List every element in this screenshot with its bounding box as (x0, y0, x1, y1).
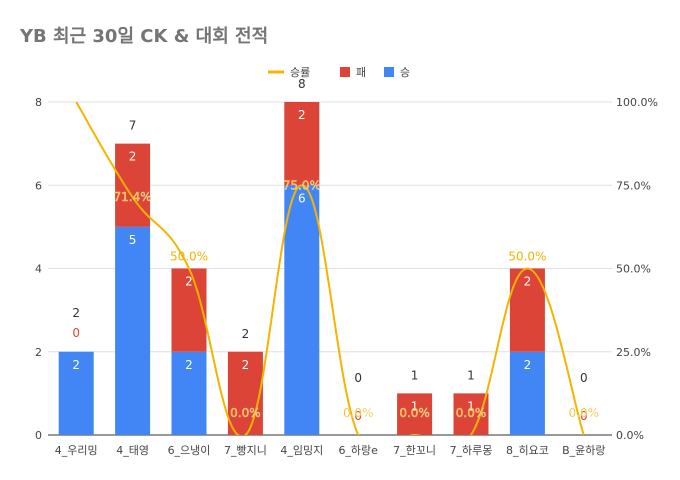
bar-total-label: 1 (411, 368, 419, 382)
y-right-tick-label: 75.0% (616, 179, 651, 192)
bar-win-label: 2 (185, 358, 193, 372)
bar-win (115, 226, 151, 435)
bar-loss-label: 2 (524, 275, 532, 289)
x-tick-label: 8_히요코 (506, 443, 549, 457)
bar-win-label: 2 (524, 358, 532, 372)
chart-title: YB 최근 30일 CK & 대회 전적 (20, 26, 269, 47)
legend-swatch-box (340, 67, 350, 77)
y-left-tick-label: 0 (35, 429, 42, 442)
bar-win (284, 185, 320, 435)
y-right-tick-label: 50.0% (616, 263, 651, 276)
bar-loss-label: 0 (72, 326, 80, 340)
legend-label: 승률 (290, 66, 310, 79)
win-rate-label: 0.0% (456, 406, 487, 420)
bar-loss (284, 102, 320, 186)
bar-total-label: 2 (242, 327, 250, 341)
y-right-tick-label: 0.0% (616, 429, 644, 442)
bar-win-label: 2 (72, 358, 80, 372)
bar-loss (397, 393, 433, 435)
bar-total-label: 0 (354, 371, 362, 385)
x-tick-label: 6_하랑e (338, 443, 378, 457)
win-rate-label: 71.4% (114, 190, 152, 204)
bar-loss-label: 0 (354, 409, 362, 423)
bar-loss-label: 1 (467, 399, 475, 413)
bar-loss-label: 2 (298, 108, 306, 122)
bar-loss (453, 393, 489, 435)
win-rate-label: 0.0% (399, 406, 430, 420)
bar-loss (227, 351, 263, 435)
bar-win (171, 351, 207, 435)
win-rate-label: 50.0% (508, 250, 546, 264)
bar-win-label: 6 (298, 191, 306, 205)
bar-loss-label: 0 (580, 409, 588, 423)
bar-loss-label: 1 (411, 399, 419, 413)
x-tick-label: 7_한꼬니 (393, 444, 436, 457)
bar-total-label: 8 (298, 77, 306, 91)
bar-loss-label: 2 (129, 150, 137, 164)
y-left-tick-label: 8 (35, 96, 42, 109)
win-rate-label: 0.0% (230, 406, 261, 420)
x-tick-label: B_윤하랑 (562, 443, 605, 457)
y-right-tick-label: 100.0% (616, 96, 658, 109)
y-left-tick-label: 2 (35, 346, 42, 359)
win-rate-line (75, 102, 585, 435)
x-tick-label: 6_으냉이 (168, 444, 211, 457)
y-right-tick-label: 25.0% (616, 346, 651, 359)
bar-loss-label: 2 (185, 275, 193, 289)
bar-win (58, 351, 94, 435)
x-tick-label: 4_임밍지 (280, 444, 323, 457)
x-tick-label: 7_빵지니 (224, 444, 267, 457)
x-tick-label: 4_태영 (116, 444, 149, 457)
win-rate-label: 0.0% (569, 406, 600, 420)
win-rate-label: 0.0% (343, 406, 374, 420)
bar-loss (171, 268, 207, 352)
bar-total-label: 7 (129, 119, 137, 133)
bar-win (509, 351, 545, 435)
x-tick-label: 4_우리밍 (55, 444, 98, 457)
win-rate-label: 50.0% (170, 250, 208, 264)
x-tick-label: 7_하루몽 (450, 443, 493, 457)
bar-win-label: 5 (129, 233, 137, 247)
bar-total-label: 2 (72, 306, 80, 320)
bar-total-label: 0 (580, 371, 588, 385)
bar-total-label: 1 (467, 368, 475, 382)
legend-swatch-box (384, 67, 394, 77)
legend-label: 패 (356, 66, 366, 79)
y-left-tick-label: 4 (35, 263, 42, 276)
win-rate-label: 75.0% (283, 178, 321, 192)
bar-loss-label: 2 (242, 358, 250, 372)
legend-label: 승 (400, 66, 410, 79)
y-left-tick-label: 6 (35, 179, 42, 192)
